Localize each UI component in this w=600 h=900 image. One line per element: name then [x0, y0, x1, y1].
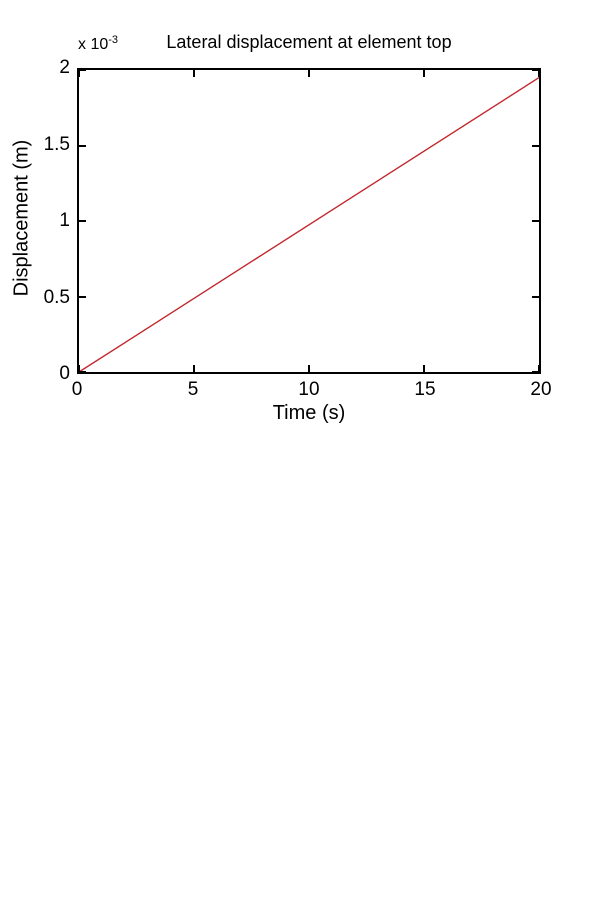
tick-mark	[79, 371, 86, 373]
y-axis-exponent: x 10-3	[78, 34, 118, 54]
tick-mark	[193, 365, 195, 372]
chart-title: Lateral displacement at element top	[166, 32, 452, 52]
tick-mark	[423, 70, 425, 77]
y-axis-exponent-power: -3	[108, 34, 119, 46]
tick-mark	[538, 365, 540, 372]
tick-mark	[532, 144, 539, 147]
y-tick-label: 0	[59, 363, 70, 384]
x-tick-label: 15	[414, 379, 436, 400]
tick-mark	[538, 70, 540, 77]
x-tick-label: 10	[298, 379, 320, 400]
tick-mark	[193, 70, 195, 77]
plot-area	[77, 68, 541, 374]
line-series-svg	[79, 77, 539, 372]
y-axis-exponent-base: x 10	[78, 36, 109, 53]
y-axis-label: Displacement (m)	[10, 139, 33, 297]
tick-mark	[532, 220, 539, 222]
tick-mark	[78, 365, 80, 372]
y-tick-label: 0.5	[43, 286, 70, 308]
tick-mark	[78, 70, 80, 77]
tick-mark	[79, 295, 86, 298]
tick-mark	[423, 365, 425, 372]
x-tick-label: 5	[187, 379, 199, 400]
y-tick-label: 1	[59, 210, 70, 231]
series-line-lateral-displacement	[79, 77, 539, 372]
y-tick-labels: 0 0.5 1 1.5 2	[0, 57, 70, 384]
x-tick-labels: 0 5 10 15 20	[72, 379, 552, 403]
tick-mark	[308, 70, 310, 77]
x-tick-label: 20	[530, 379, 552, 400]
x-tick-label: 0	[71, 379, 83, 400]
y-tick-label: 1.5	[43, 133, 70, 155]
tick-mark	[308, 365, 310, 372]
tick-mark	[532, 69, 539, 71]
tick-mark	[532, 295, 539, 298]
tick-mark	[79, 144, 86, 147]
y-tick-label: 2	[59, 57, 70, 78]
tick-mark	[79, 69, 86, 71]
tick-mark	[532, 371, 539, 373]
x-axis-label: Time (s)	[272, 402, 346, 424]
tick-mark	[79, 220, 86, 222]
